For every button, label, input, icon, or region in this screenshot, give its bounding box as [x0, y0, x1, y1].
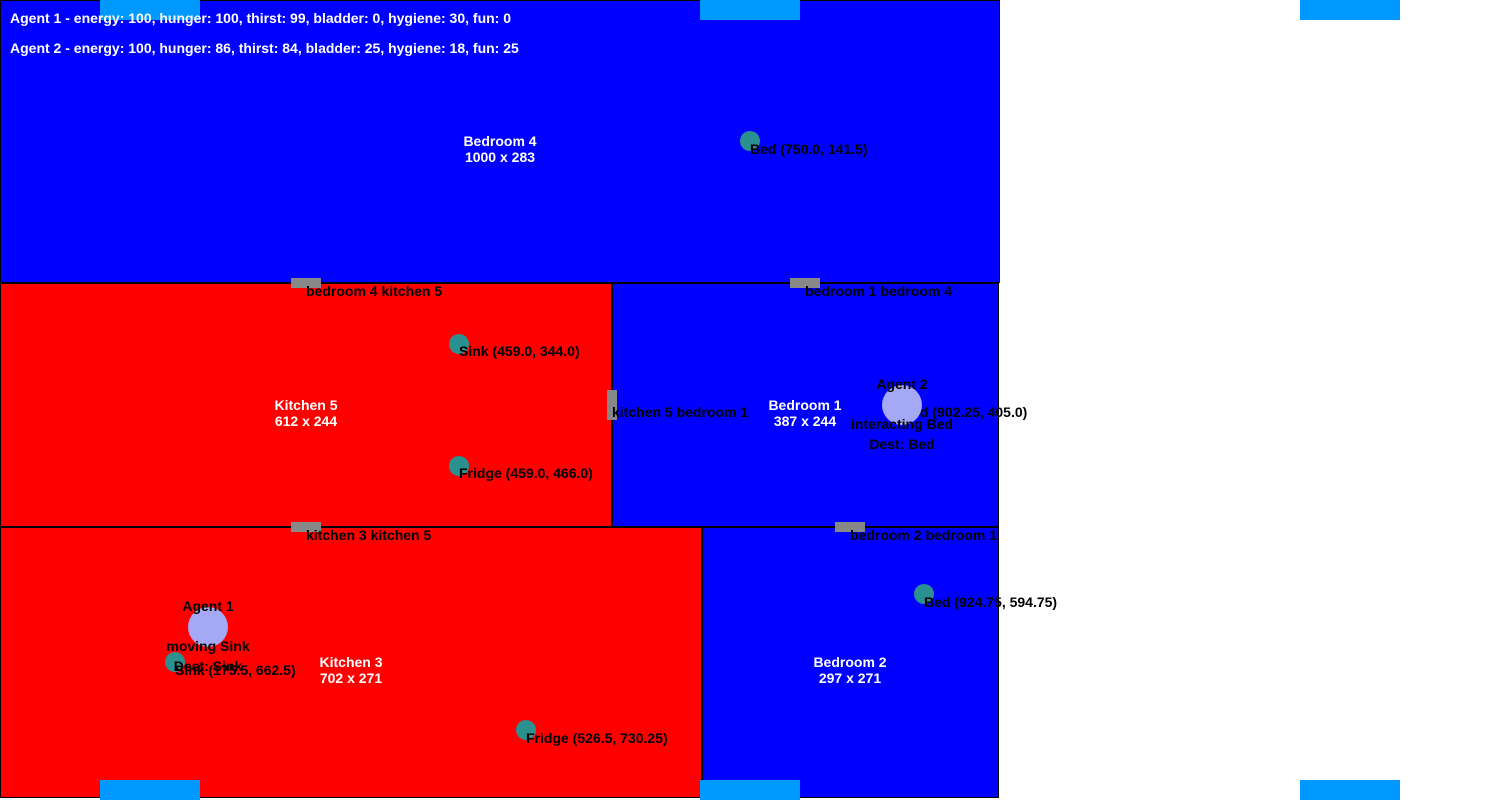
room-bedroom-1	[612, 283, 999, 527]
agent-1-dest: Dest: Sink	[173, 658, 243, 674]
object-label-sink: Sink (175.5, 662.5)	[175, 662, 296, 678]
door-bedroom2-bedroom1	[835, 522, 865, 532]
spawn-marker	[100, 0, 200, 20]
spawn-marker	[700, 780, 800, 800]
sink-object-icon	[449, 334, 469, 354]
room-size: 297 x 271	[818, 670, 882, 686]
bed-object-icon	[914, 584, 934, 604]
room-kitchen-3	[0, 527, 702, 798]
agent-2-name: Agent 2	[876, 376, 928, 392]
fridge-object-icon	[449, 456, 469, 476]
spawn-marker	[1300, 780, 1400, 800]
room-bedroom-2	[702, 527, 999, 798]
object-label-fridge: Fridge (459.0, 466.0)	[459, 465, 593, 481]
bed-object-icon	[740, 131, 760, 151]
room-kitchen-5	[0, 283, 612, 527]
door-label: kitchen 3 kitchen 5	[306, 527, 432, 543]
room-label-bedroom-2: Bedroom 2 297 x 271	[813, 654, 886, 686]
door-label: bedroom 2 bedroom 1	[850, 527, 998, 543]
door-bedroom1-bedroom4	[790, 278, 820, 288]
agent-2-icon[interactable]	[882, 385, 922, 425]
room-name: Kitchen 3	[319, 654, 383, 670]
room-bedroom-4	[0, 0, 1000, 283]
object-label-bed: Bed (902.25, 405.0)	[902, 404, 1028, 420]
agent-2-status: interacting Bed	[851, 416, 953, 432]
door-label: bedroom 1 bedroom 4	[805, 283, 953, 299]
room-size: 1000 x 283	[464, 149, 536, 165]
agent-2-dest: Dest: Bed	[869, 436, 935, 452]
object-label-fridge: Fridge (526.5, 730.25)	[526, 730, 668, 746]
room-label-kitchen-5: Kitchen 5 612 x 244	[274, 397, 337, 429]
room-size: 387 x 244	[773, 413, 837, 429]
room-name: Bedroom 1	[768, 397, 842, 413]
spawn-marker	[1300, 0, 1400, 20]
agent-1-status: moving Sink	[166, 638, 250, 654]
room-label-bedroom-4: Bedroom 4 1000 x 283	[463, 133, 536, 165]
sink-object-icon	[165, 652, 185, 672]
object-label-sink: Sink (459.0, 344.0)	[459, 343, 580, 359]
room-name: Kitchen 5	[274, 397, 338, 413]
spawn-marker	[700, 0, 800, 20]
object-label-bed: Bed (750.0, 141.5)	[750, 141, 868, 157]
agent-1-stats: Agent 1 - energy: 100, hunger: 100, thir…	[10, 10, 512, 26]
object-label-bed: Bed (924.75, 594.75)	[924, 594, 1058, 610]
agent-1-icon[interactable]	[188, 607, 228, 647]
door-label: kitchen 5 bedroom 1	[612, 404, 749, 420]
door-label: bedroom 4 kitchen 5	[306, 283, 443, 299]
spawn-marker	[100, 780, 200, 800]
door-kitchen5-bedroom1	[607, 390, 617, 420]
door-bedroom4-kitchen5	[291, 278, 321, 288]
room-label-bedroom-1: Bedroom 1 387 x 244	[768, 397, 841, 429]
room-name: Bedroom 2	[813, 654, 887, 670]
agent-1-name: Agent 1	[182, 598, 234, 614]
door-kitchen3-kitchen5	[291, 522, 321, 532]
agent-2-stats: Agent 2 - energy: 100, hunger: 86, thirs…	[10, 40, 519, 56]
room-size: 612 x 244	[274, 413, 338, 429]
room-name: Bedroom 4	[463, 133, 537, 149]
room-label-kitchen-3: Kitchen 3 702 x 271	[319, 654, 382, 686]
room-size: 702 x 271	[319, 670, 383, 686]
fridge-object-icon	[516, 720, 536, 740]
